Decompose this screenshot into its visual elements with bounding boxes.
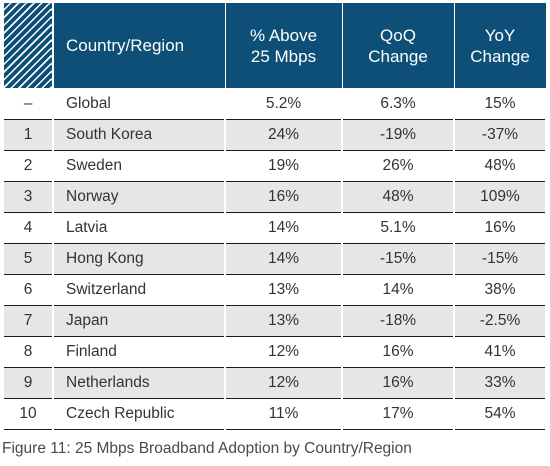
cell-above-25: 24% — [224, 119, 343, 151]
table-row: 2 Sweden 19% 26% 48% — [2, 150, 547, 182]
cell-qoq: 6.3% — [341, 88, 455, 120]
cell-country: Czech Republic — [52, 398, 226, 430]
cell-country: Norway — [52, 181, 226, 213]
header-above-line2: 25 Mbps — [250, 46, 317, 66]
cell-qoq: 5.1% — [341, 212, 455, 244]
cell-above-25: 14% — [224, 212, 343, 244]
cell-qoq: -18% — [341, 305, 455, 337]
cell-country: South Korea — [52, 119, 226, 151]
cell-rank: 8 — [2, 336, 54, 368]
cell-yoy: -2.5% — [453, 305, 547, 337]
header-qoq: QoQ Change — [341, 2, 455, 89]
header-qoq-line2: Change — [368, 46, 428, 66]
table-row: 7 Japan 13% -18% -2.5% — [2, 305, 547, 337]
cell-above-25: 14% — [224, 243, 343, 275]
header-yoy: YoY Change — [453, 2, 547, 89]
cell-yoy: 38% — [453, 274, 547, 306]
cell-yoy: 54% — [453, 398, 547, 430]
adoption-table: Country/Region % Above 25 Mbps QoQ Change … — [2, 2, 547, 430]
table-row: 9 Netherlands 12% 16% 33% — [2, 367, 547, 399]
cell-rank: 9 — [2, 367, 54, 399]
cell-country: Latvia — [52, 212, 226, 244]
table-row: 3 Norway 16% 48% 109% — [2, 181, 547, 213]
table-body: – Global 5.2% 6.3% 15% 1 South Korea 24% -19% -37… — [2, 88, 547, 430]
cell-qoq: 16% — [341, 336, 455, 368]
cell-above-25: 13% — [224, 305, 343, 337]
cell-rank: 7 — [2, 305, 54, 337]
header-yoy-line2: Change — [470, 46, 530, 66]
cell-above-25: 11% — [224, 398, 343, 430]
table-row: 1 South Korea 24% -19% -37% — [2, 119, 547, 151]
cell-above-25: 5.2% — [224, 88, 343, 120]
header-yoy-line1: YoY — [484, 25, 516, 45]
cell-rank: 3 — [2, 181, 54, 213]
table-row: 4 Latvia 14% 5.1% 16% — [2, 212, 547, 244]
cell-rank: 1 — [2, 119, 54, 151]
cell-yoy: -15% — [453, 243, 547, 275]
header-country: Country/Region — [52, 2, 226, 89]
cell-above-25: 12% — [224, 336, 343, 368]
cell-yoy: 41% — [453, 336, 547, 368]
cell-above-25: 13% — [224, 274, 343, 306]
cell-yoy: 15% — [453, 88, 547, 120]
cell-rank: 4 — [2, 212, 54, 244]
table-row: – Global 5.2% 6.3% 15% — [2, 88, 547, 120]
cell-rank: 5 — [2, 243, 54, 275]
cell-country: Finland — [52, 336, 226, 368]
cell-above-25: 19% — [224, 150, 343, 182]
figure-caption: Figure 11: 25 Mbps Broadband Adoption by… — [2, 440, 412, 457]
cell-country: Global — [52, 88, 226, 120]
cell-yoy: 48% — [453, 150, 547, 182]
cell-above-25: 16% — [224, 181, 343, 213]
table-row: 5 Hong Kong 14% -15% -15% — [2, 243, 547, 275]
table-header-row: Country/Region % Above 25 Mbps QoQ Change … — [2, 2, 547, 89]
table-row: 8 Finland 12% 16% 41% — [2, 336, 547, 368]
cell-qoq: 14% — [341, 274, 455, 306]
cell-country: Hong Kong — [52, 243, 226, 275]
cell-country: Sweden — [52, 150, 226, 182]
cell-above-25: 12% — [224, 367, 343, 399]
cell-qoq: 16% — [341, 367, 455, 399]
table-row: 10 Czech Republic 11% 17% 54% — [2, 398, 547, 430]
header-qoq-line1: QoQ — [380, 25, 416, 45]
cell-qoq: -19% — [341, 119, 455, 151]
cell-qoq: 48% — [341, 181, 455, 213]
cell-yoy: -37% — [453, 119, 547, 151]
cell-rank: 2 — [2, 150, 54, 182]
cell-qoq: 26% — [341, 150, 455, 182]
cell-rank: – — [2, 88, 54, 120]
cell-rank: 6 — [2, 274, 54, 306]
cell-country: Japan — [52, 305, 226, 337]
cell-qoq: -15% — [341, 243, 455, 275]
header-above-line1: % Above — [249, 25, 318, 45]
table-row: 6 Switzerland 13% 14% 38% — [2, 274, 547, 306]
cell-country: Switzerland — [52, 274, 226, 306]
cell-qoq: 17% — [341, 398, 455, 430]
cell-country: Netherlands — [52, 367, 226, 399]
cell-yoy: 16% — [453, 212, 547, 244]
hatched-corner-cell — [2, 2, 54, 89]
cell-rank: 10 — [2, 398, 54, 430]
cell-yoy: 109% — [453, 181, 547, 213]
header-country-label: Country/Region — [66, 36, 185, 55]
cell-yoy: 33% — [453, 367, 547, 399]
header-above-25: % Above 25 Mbps — [224, 2, 343, 89]
